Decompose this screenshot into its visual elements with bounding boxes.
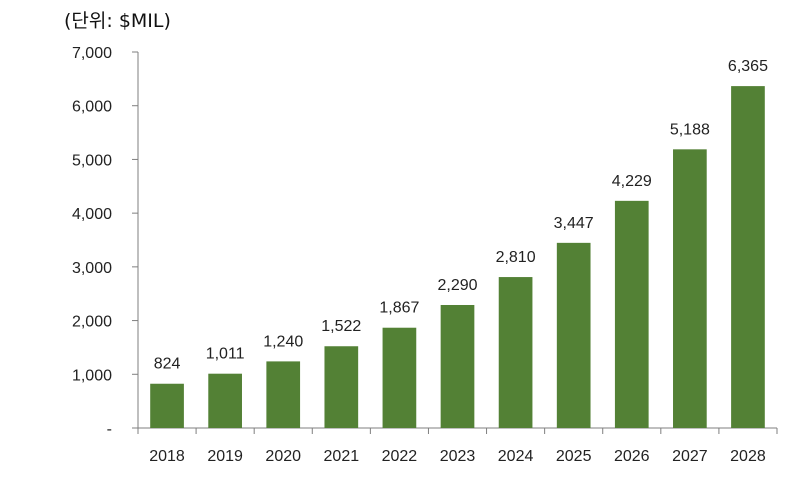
data-label: 2,810 (496, 249, 536, 266)
data-label: 1,522 (321, 318, 361, 335)
y-tick-label: 4,000 (72, 206, 112, 223)
y-tick-label: - (107, 421, 112, 438)
data-label: 3,447 (554, 215, 594, 232)
bar (556, 242, 591, 428)
bar (440, 304, 475, 428)
x-tick-label: 2018 (149, 448, 185, 465)
x-tick-label: 2028 (730, 448, 766, 465)
x-tick-label: 2024 (498, 448, 534, 465)
y-tick-label: 2,000 (72, 314, 112, 331)
bar (731, 86, 765, 428)
data-label: 824 (154, 356, 181, 373)
bar (614, 200, 649, 428)
x-tick-label: 2026 (614, 448, 650, 465)
data-label: 1,867 (379, 300, 419, 317)
y-tick-label: 3,000 (72, 260, 112, 277)
bar (324, 346, 359, 428)
x-axis: 2018 2019 2020 2021 2022 2023 2024 2025 2026 2027… (137, 427, 778, 465)
x-tick-label: 2020 (265, 448, 301, 465)
bar (150, 383, 184, 428)
y-tick-label: 7,000 (72, 45, 112, 62)
bar (382, 327, 417, 428)
data-label: 1,240 (263, 333, 303, 350)
bar (208, 373, 242, 428)
data-labels: 824 1,011 1,240 1,522 1,867 2,290 2,810 3,447 4,… (154, 58, 768, 373)
y-tick-label: 5,000 (72, 152, 112, 169)
data-label: 1,011 (206, 346, 245, 363)
x-tick-label: 2027 (672, 448, 708, 465)
bar (266, 361, 301, 428)
y-tick-label: 1,000 (72, 367, 112, 384)
data-label: 6,365 (728, 58, 768, 75)
bar (498, 277, 533, 428)
x-tick-label: 2022 (382, 448, 418, 465)
bar (673, 149, 707, 428)
x-tick-label: 2023 (440, 448, 476, 465)
data-label: 4,229 (612, 173, 652, 190)
unit-label: (단위: $MIL) (64, 10, 171, 32)
x-tick-label: 2021 (324, 448, 360, 465)
y-tick-label: 6,000 (72, 99, 112, 116)
x-tick-label: 2025 (556, 448, 592, 465)
data-label: 5,188 (670, 121, 710, 138)
y-axis: - 1,000 2,000 3,000 4,000 5,000 6,000 7,000 (72, 45, 139, 438)
data-label: 2,290 (437, 277, 477, 294)
x-tick-label: 2019 (207, 448, 243, 465)
bars (150, 86, 765, 428)
